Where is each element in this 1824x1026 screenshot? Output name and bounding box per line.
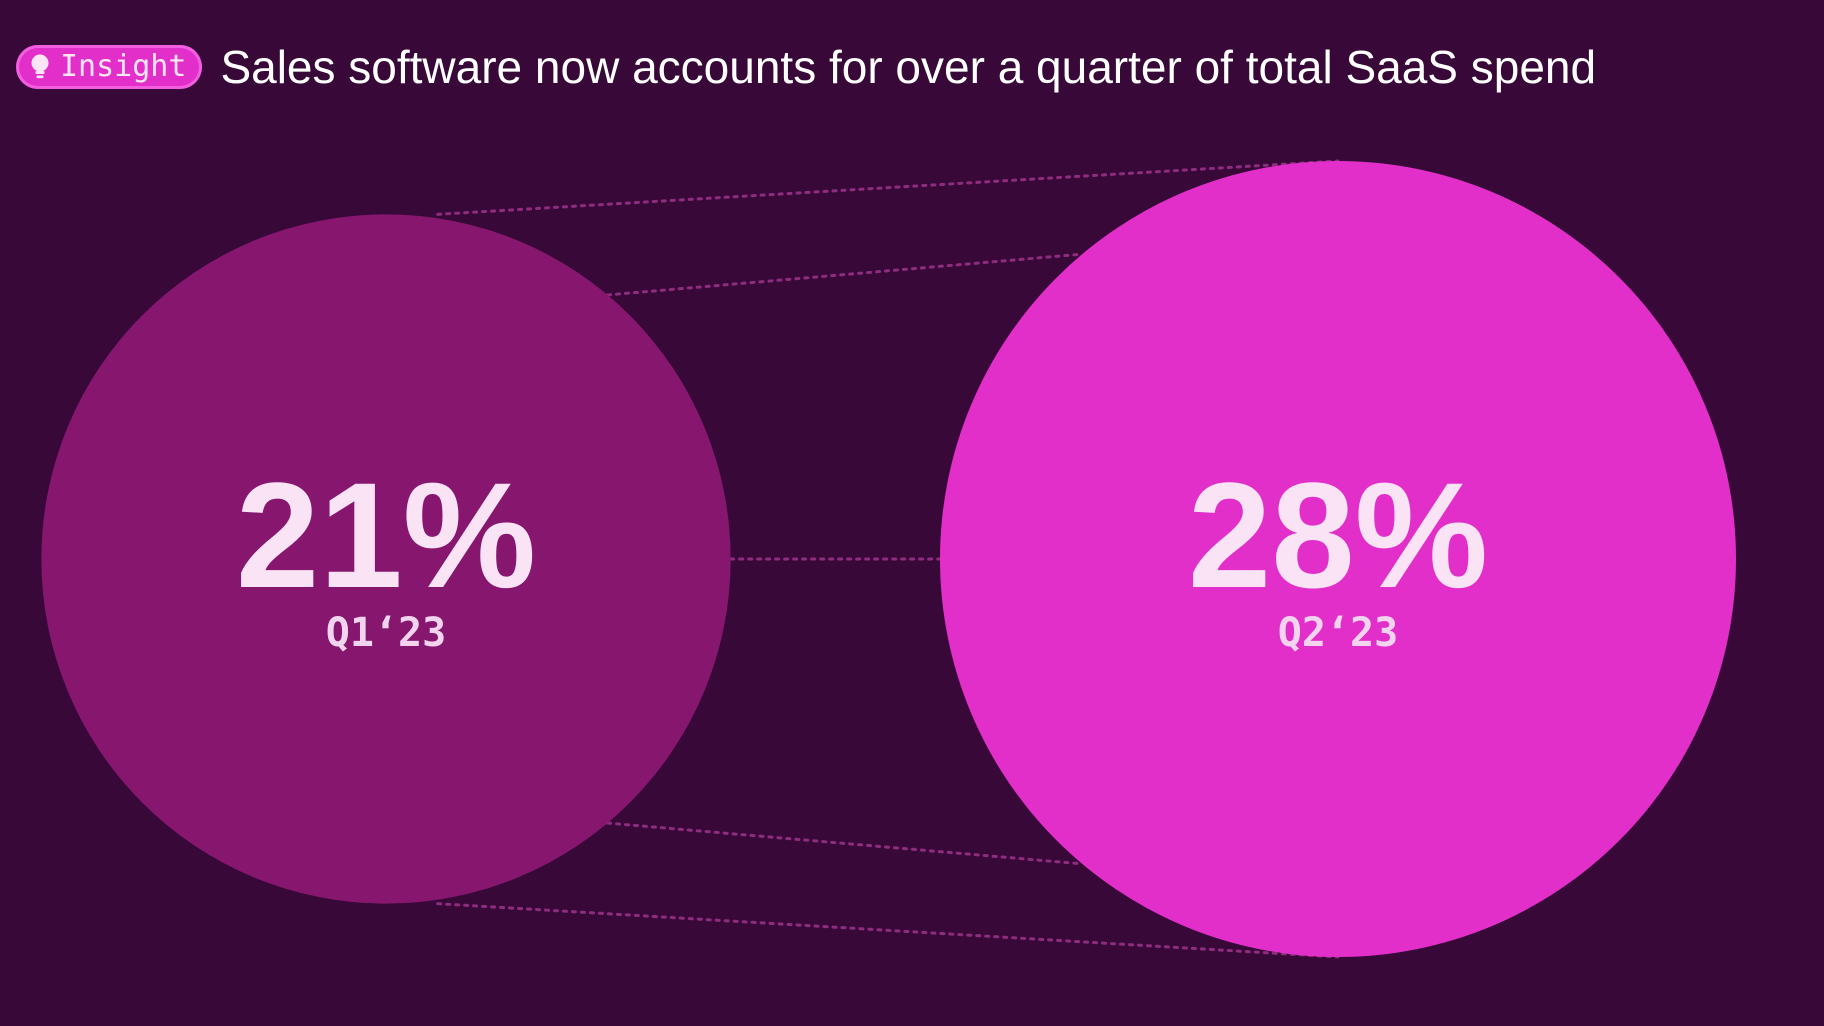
connector-line <box>436 159 1340 216</box>
page-title: Sales software now accounts for over a q… <box>220 41 1597 93</box>
period-label: Q1‘23 <box>326 610 446 656</box>
bubble-2 <box>940 161 1736 957</box>
value-label: 28% <box>1188 451 1488 619</box>
bubbles <box>41 161 1736 957</box>
insight-badge: Insight <box>16 45 203 89</box>
header: Insight Sales software now accounts for … <box>16 38 1596 96</box>
value-label: 21% <box>236 451 536 619</box>
connector-line <box>436 902 1340 959</box>
connector-line <box>606 821 1084 866</box>
bubble-1 <box>41 214 731 904</box>
badge-label: Insight <box>60 49 187 84</box>
connector-line <box>606 252 1084 297</box>
lightbulb-icon <box>31 54 49 79</box>
bubble-labels: 21%Q1‘23 28%Q2‘23 <box>236 451 1488 656</box>
connector-lines <box>436 159 1340 959</box>
period-label: Q2‘23 <box>1278 610 1398 656</box>
